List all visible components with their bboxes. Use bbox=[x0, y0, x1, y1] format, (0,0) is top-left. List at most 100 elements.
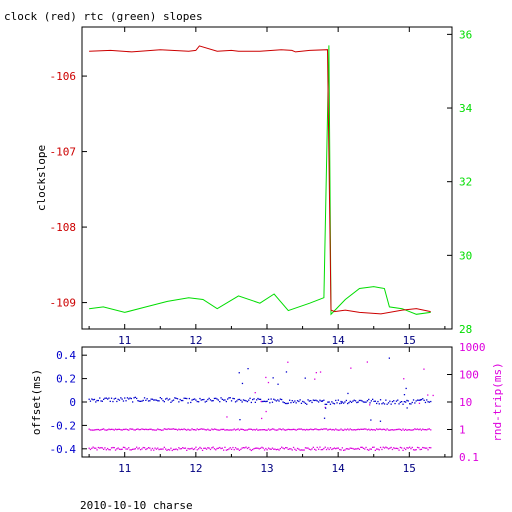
rndtrip-point bbox=[107, 429, 109, 431]
rndtrip-point bbox=[215, 449, 217, 451]
rndtrip-point bbox=[336, 447, 338, 449]
rndtrip-point bbox=[315, 428, 317, 430]
rndtrip-outlier bbox=[254, 392, 256, 394]
x-tick-label: 13 bbox=[260, 462, 273, 475]
rndtrip-point bbox=[249, 448, 251, 451]
rndtrip-point bbox=[261, 446, 263, 448]
offset-point bbox=[143, 397, 146, 399]
rndtrip-point bbox=[159, 429, 161, 431]
rndtrip-point bbox=[248, 446, 250, 449]
rndtrip-point bbox=[383, 428, 386, 431]
offset-point bbox=[146, 398, 148, 400]
rndtrip-point bbox=[122, 446, 125, 448]
offset-point bbox=[95, 401, 97, 403]
rndtrip-outlier bbox=[239, 419, 241, 421]
offset-point bbox=[370, 400, 372, 402]
offset-point bbox=[286, 402, 288, 405]
rndtrip-point bbox=[124, 428, 126, 431]
rndtrip-point bbox=[402, 449, 404, 451]
rndtrip-point bbox=[254, 429, 256, 431]
rndtrip-point bbox=[143, 428, 146, 431]
y-tick-label: -106 bbox=[50, 70, 77, 83]
offset-point bbox=[190, 401, 192, 404]
offset-point bbox=[99, 397, 101, 399]
offset-point bbox=[141, 400, 143, 402]
rndtrip-outlier bbox=[267, 381, 270, 384]
offset-point bbox=[349, 400, 351, 402]
rndtrip-point bbox=[296, 428, 299, 431]
rndtrip-point bbox=[341, 429, 343, 431]
rndtrip-point bbox=[169, 428, 171, 430]
rndtrip-point bbox=[113, 447, 115, 449]
rndtrip-point bbox=[196, 428, 198, 430]
rndtrip-point bbox=[430, 447, 432, 449]
rndtrip-point bbox=[134, 429, 136, 431]
rndtrip-point bbox=[147, 447, 150, 449]
offset-point bbox=[402, 403, 404, 405]
y2-tick-label: 36 bbox=[459, 28, 472, 41]
rndtrip-point bbox=[318, 429, 320, 431]
offset-point bbox=[285, 402, 287, 405]
rndtrip-point bbox=[121, 429, 123, 431]
offset-point bbox=[234, 401, 237, 403]
rndtrip-point bbox=[175, 448, 177, 450]
offset-point bbox=[328, 401, 330, 403]
rndtrip-point bbox=[252, 448, 254, 451]
rndtrip-point bbox=[329, 428, 332, 430]
rndtrip-point bbox=[303, 428, 305, 431]
rndtrip-point bbox=[295, 449, 297, 451]
rndtrip-outlier bbox=[366, 361, 368, 363]
offset-point bbox=[273, 398, 275, 400]
offset-point bbox=[180, 399, 183, 402]
rndtrip-point bbox=[237, 448, 239, 450]
offset-point bbox=[315, 399, 317, 401]
rndtrip-outlier bbox=[315, 372, 317, 374]
offset-point bbox=[136, 397, 138, 400]
rndtrip-point bbox=[138, 429, 140, 431]
rndtrip-point bbox=[386, 447, 388, 449]
offset-point bbox=[416, 399, 419, 401]
rndtrip-point bbox=[142, 428, 144, 430]
offset-point bbox=[385, 399, 387, 401]
rndtrip-point bbox=[246, 429, 249, 431]
rndtrip-point bbox=[228, 429, 230, 431]
rndtrip-point bbox=[269, 429, 271, 431]
y-tick-label: -0.2 bbox=[50, 419, 77, 432]
rndtrip-point bbox=[205, 448, 208, 450]
offset-point bbox=[250, 401, 252, 404]
rndtrip-point bbox=[395, 428, 398, 431]
rndtrip-point bbox=[282, 447, 284, 449]
clock-slope-panel: 11 12 13 14 15 -109 -108 -107 -106 28 30 32 34 36 clo… bbox=[35, 26, 473, 347]
rndtrip-point bbox=[116, 429, 118, 431]
rndtrip-point bbox=[118, 448, 121, 450]
rndtrip-point bbox=[356, 448, 358, 450]
offset-point bbox=[283, 402, 285, 404]
y-tick-label: 0.4 bbox=[56, 349, 76, 362]
y2-tick-label: 1000 bbox=[459, 341, 486, 354]
rndtrip-point bbox=[356, 429, 358, 431]
rndtrip-point bbox=[325, 448, 328, 451]
rndtrip-point bbox=[178, 447, 180, 449]
rndtrip-point bbox=[399, 446, 401, 449]
rndtrip-point bbox=[232, 446, 234, 449]
offset-point bbox=[178, 401, 180, 403]
offset-point bbox=[174, 397, 176, 399]
offset-point bbox=[415, 400, 417, 402]
rndtrip-point bbox=[418, 429, 420, 431]
rndtrip-point bbox=[304, 447, 307, 449]
rndtrip-point bbox=[139, 428, 142, 431]
rndtrip-point bbox=[198, 448, 200, 450]
rndtrip-point bbox=[128, 429, 130, 431]
offset-point bbox=[167, 399, 169, 401]
offset-point bbox=[191, 399, 193, 401]
offset-point bbox=[165, 398, 167, 400]
rndtrip-point bbox=[389, 447, 391, 449]
y2-tick-label: 28 bbox=[459, 323, 472, 336]
y2-tick-label: 100 bbox=[459, 369, 479, 382]
offset-point bbox=[397, 399, 399, 401]
rndtrip-point bbox=[265, 429, 267, 431]
rndtrip-point bbox=[337, 447, 339, 449]
rndtrip-point bbox=[382, 446, 384, 448]
rndtrip-point bbox=[242, 447, 245, 449]
x-tick-label: 15 bbox=[403, 334, 416, 347]
